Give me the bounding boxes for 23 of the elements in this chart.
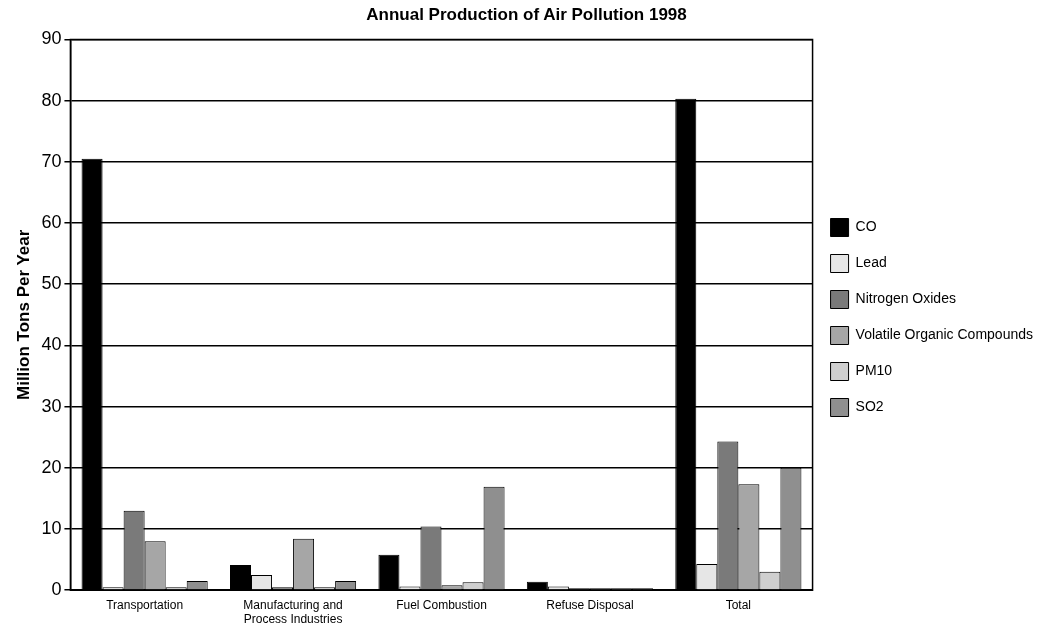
y-tick-label: 10 — [41, 517, 62, 538]
y-tick-label: 0 — [51, 579, 62, 600]
y-tick-label: 90 — [41, 28, 62, 49]
y-tick-label: 80 — [41, 89, 62, 110]
legend-label: PM10 — [855, 362, 893, 379]
legend-label: Lead — [855, 254, 887, 271]
x-tick-label: Refuse Disposal — [546, 597, 634, 612]
y-tick-label: 40 — [41, 334, 62, 355]
legend-label: Volatile Organic Compounds — [855, 326, 1033, 343]
x-tick-label: Fuel Combustion — [396, 597, 487, 612]
x-tick-label: Total — [725, 597, 752, 612]
y-tick-label: 30 — [41, 395, 62, 416]
y-tick-label: 50 — [41, 273, 62, 294]
legend-label: Nitrogen Oxides — [855, 290, 956, 307]
chart-title: Annual Production of Air Pollution 1998 — [366, 4, 687, 24]
y-tick-label: 20 — [41, 456, 62, 477]
y-tick-label: 60 — [41, 211, 62, 232]
x-tick-label: Manufacturing and Process Industries — [243, 597, 343, 627]
y-axis-title: Million Tons Per Year — [13, 229, 33, 400]
y-tick-label: 70 — [41, 150, 62, 171]
x-tick-label: Transportation — [106, 597, 184, 612]
legend-label: SO2 — [855, 398, 884, 415]
legend-label: CO — [855, 218, 877, 235]
